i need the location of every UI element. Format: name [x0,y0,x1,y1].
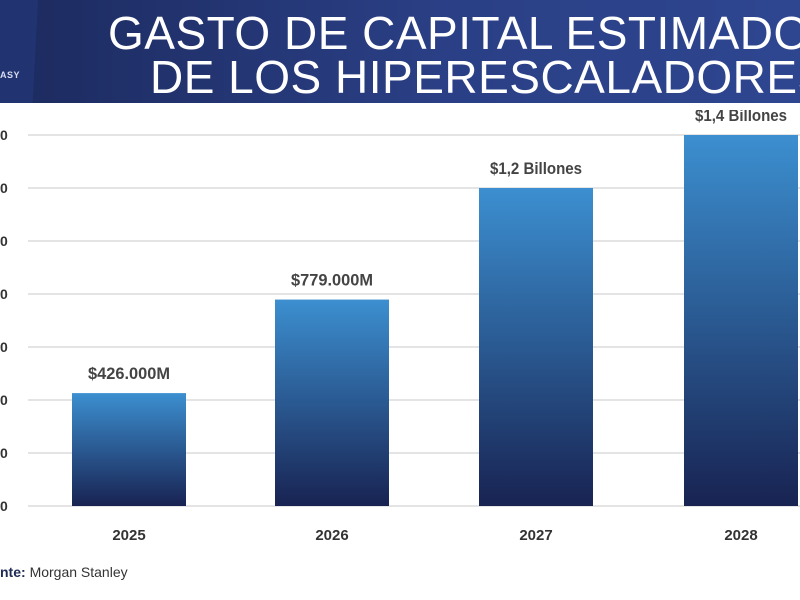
y-tick-label: 0 [0,127,8,143]
header-banner: ASY GASTO DE CAPITAL ESTIMADO DE LOS HIP… [0,0,800,103]
bar-2025 [72,393,186,506]
bar-2027 [479,188,593,506]
y-tick-label: 0 [0,498,8,514]
bar-2026 [275,299,389,506]
labels-layer: 0 0 0 0 0 0 0 0 $426.000M 2025 $779.000M 2026 $1,2 B… [0,110,787,544]
data-label: $426.000M [88,364,170,383]
chart-title-line-2: DE LOS HIPERESCALADORES [150,51,800,103]
y-tick-label: 0 [0,180,8,196]
y-tick-label: 0 [0,445,8,461]
y-tick-label: 0 [0,392,8,408]
data-label: $779.000M [291,271,373,290]
x-tick-label: 2025 [112,527,145,544]
source-note: nte: Morgan Stanley [0,564,128,580]
x-tick-label: 2027 [519,527,552,544]
logo-panel: ASY [0,0,38,103]
chart-title-line-1: GASTO DE CAPITAL ESTIMADO [108,7,800,59]
bars-layer [72,135,798,506]
logo-text: ASY [0,70,21,80]
y-tick-label: 0 [0,233,8,249]
bar-2028 [684,135,798,506]
bar-chart: 0 0 0 0 0 0 0 0 $426.000M 2025 $779.000M 2026 $1,2 B… [0,110,800,544]
data-label: $1,2 Billones [490,159,582,178]
data-label: $1,4 Billones [695,110,787,125]
y-tick-label: 0 [0,286,8,302]
source-label: nte: [0,564,26,580]
y-tick-label: 0 [0,339,8,355]
x-tick-label: 2028 [724,527,757,544]
source-value: Morgan Stanley [29,564,128,580]
x-tick-label: 2026 [315,527,348,544]
